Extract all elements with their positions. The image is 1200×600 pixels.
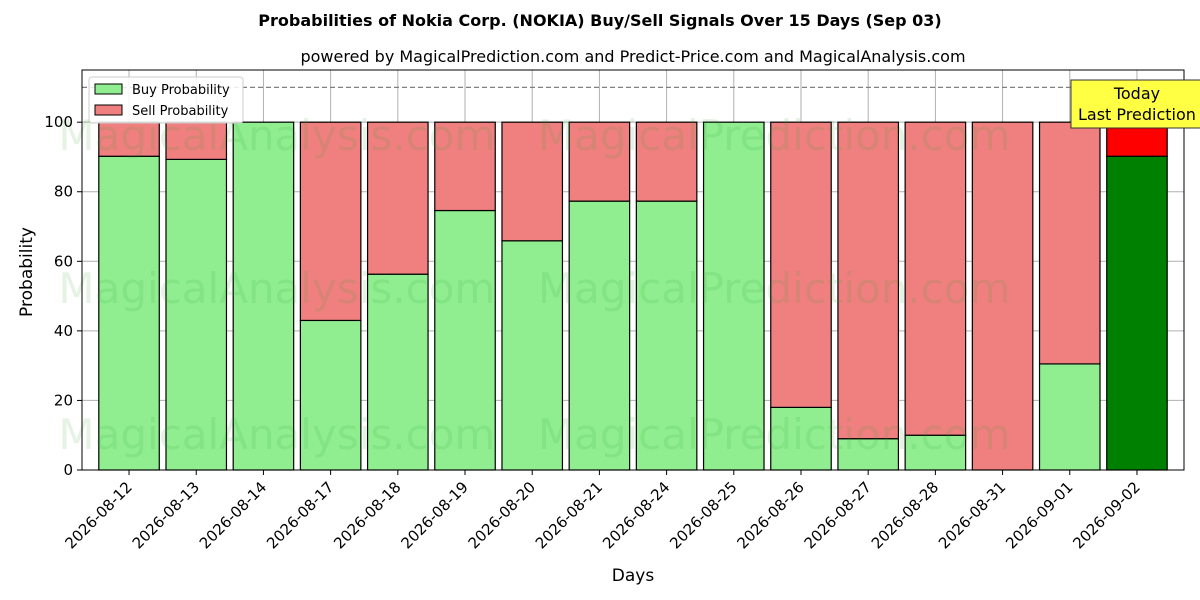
y-tick-label: 100	[44, 113, 73, 131]
legend-label: Sell Probability	[132, 104, 229, 119]
y-tick-label: 20	[54, 391, 73, 409]
buy-bar	[299, 319, 362, 471]
x-tick-label: 2026-08-25	[666, 478, 740, 552]
sell-bar	[770, 121, 832, 408]
buy-bar	[1106, 155, 1168, 471]
x-tick-label: 2026-08-14	[196, 478, 270, 552]
x-tick-label: 2026-08-19	[397, 478, 471, 552]
buy-bar	[837, 438, 900, 471]
sell-bar	[366, 121, 429, 275]
x-tick-label: 2026-08-13	[129, 478, 203, 552]
x-tick-label: 2026-08-24	[599, 478, 673, 552]
buy-bar	[232, 121, 295, 471]
buy-bar	[501, 240, 564, 471]
annotation-box	[1070, 79, 1200, 129]
watermark-text: MagicalPrediction.com	[538, 410, 1011, 459]
sell-bar	[635, 121, 698, 202]
bars	[98, 121, 1168, 471]
watermark-text: MagicalPrediction.com	[538, 111, 1011, 160]
annotation-text: Today	[1113, 84, 1160, 103]
legend-box	[88, 76, 244, 124]
x-tick-label: 2026-08-18	[330, 478, 404, 552]
buy-bar	[770, 406, 832, 471]
buy-bar	[904, 434, 967, 471]
axes	[81, 69, 1185, 471]
x-tick-label: 2026-08-27	[801, 478, 875, 552]
x-tick-label: 2026-08-21	[532, 478, 606, 552]
chart-subtitle: powered by MagicalPrediction.com and Pre…	[300, 47, 965, 66]
x-axis-label: Days	[612, 566, 655, 586]
y-tick-label: 80	[54, 183, 73, 201]
x-tick-label: 2026-09-01	[1002, 478, 1076, 552]
sell-bar	[299, 121, 362, 322]
sell-bar	[1038, 121, 1101, 365]
x-tick-label: 2026-08-26	[733, 478, 807, 552]
buy-bar	[434, 209, 496, 471]
y-axis-label: Probability	[17, 227, 37, 317]
y-tick-label: 40	[54, 322, 73, 340]
x-tick-label: 2026-08-31	[935, 478, 1009, 552]
buy-bar	[568, 200, 631, 471]
watermark-text: MagicalAnalysis.com	[58, 410, 495, 459]
sell-bar	[971, 121, 1034, 471]
x-tick-label: 2026-08-20	[465, 478, 539, 552]
chart-title: Probabilities of Nokia Corp. (NOKIA) Buy…	[258, 11, 941, 30]
legend: Buy Probability Sell Probability	[88, 76, 244, 124]
x-tick-label: 2026-08-17	[263, 478, 337, 552]
sell-bar	[904, 121, 967, 436]
watermark-text: MagicalAnalysis.com	[58, 264, 495, 313]
watermark-text: MagicalPrediction.com	[538, 264, 1011, 313]
x-tick-label: 2026-09-02	[1069, 478, 1143, 552]
sell-bar	[434, 121, 496, 212]
today-annotation: Today Last Prediction	[1070, 79, 1200, 129]
buy-bar	[635, 200, 698, 471]
sell-bar	[837, 121, 900, 440]
sell-bar	[501, 121, 564, 242]
buy-bar	[702, 121, 765, 471]
x-tick-label: 2026-08-12	[61, 478, 135, 552]
plot-frame	[81, 69, 1185, 471]
legend-swatch	[94, 104, 123, 116]
y-tick-label: 0	[63, 461, 73, 479]
buy-bar	[1038, 363, 1101, 471]
annotation-text: Last Prediction	[1078, 105, 1196, 124]
x-tick-label: 2026-08-28	[868, 478, 942, 552]
legend-label: Buy Probability	[132, 83, 230, 98]
legend-swatch	[94, 83, 123, 95]
y-tick-label: 60	[54, 252, 73, 270]
buy-bar	[165, 158, 228, 471]
sell-bar	[568, 121, 631, 202]
